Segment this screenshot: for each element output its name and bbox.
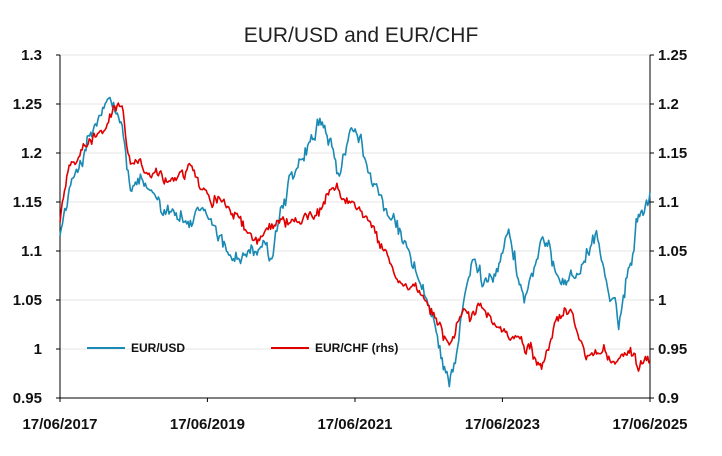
x-tick-label: 17/06/2019 bbox=[170, 416, 245, 433]
legend-label: EUR/USD bbox=[131, 341, 185, 355]
series-line bbox=[59, 102, 651, 372]
right-y-tick-label: 1.25 bbox=[658, 47, 687, 64]
left-y-tick-label: 1.2 bbox=[21, 145, 42, 162]
left-y-tick-label: 1.05 bbox=[13, 292, 42, 309]
series-lines bbox=[59, 96, 651, 388]
left-y-tick-label: 0.95 bbox=[13, 390, 42, 407]
right-y-tick-label: 1.2 bbox=[658, 96, 679, 113]
left-y-tick-label: 1.1 bbox=[21, 243, 42, 260]
right-y-tick-label: 1.15 bbox=[658, 145, 687, 162]
left-y-tick-label: 1.15 bbox=[13, 194, 42, 211]
right-y-tick-label: 0.95 bbox=[658, 341, 687, 358]
left-y-tick-label: 1 bbox=[34, 341, 42, 358]
gridlines bbox=[60, 54, 650, 350]
x-tick-label: 17/06/2025 bbox=[612, 416, 687, 433]
left-y-tick-label: 1.25 bbox=[13, 96, 42, 113]
x-tick-label: 17/06/2023 bbox=[465, 416, 540, 433]
x-tick-label: 17/06/2017 bbox=[22, 416, 97, 433]
right-y-tick-label: 0.9 bbox=[658, 390, 679, 407]
right-y-tick-label: 1.1 bbox=[658, 194, 679, 211]
x-tick-label: 17/06/2021 bbox=[317, 416, 392, 433]
legend: EUR/USD EUR/CHF (rhs) bbox=[87, 341, 398, 355]
right-y-tick-label: 1 bbox=[658, 292, 666, 309]
chart-title: EUR/USD and EUR/CHF bbox=[244, 24, 479, 47]
legend-label: EUR/CHF (rhs) bbox=[315, 341, 398, 355]
left-y-tick-label: 1.3 bbox=[21, 47, 42, 64]
right-y-tick-label: 1.05 bbox=[658, 243, 687, 260]
axes: 0.95 1 1.05 1.1 1.15 1.2 1.25 1.3 0.9 0.95 1 1.05 1.… bbox=[13, 47, 688, 433]
series-line bbox=[59, 96, 651, 388]
